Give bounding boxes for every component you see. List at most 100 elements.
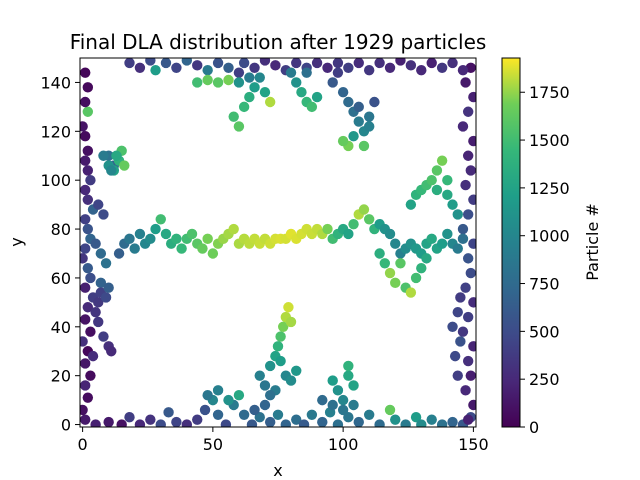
particle-point: [348, 380, 359, 391]
particle-point: [306, 101, 318, 113]
particle-point: [353, 116, 364, 127]
particle-point: [254, 72, 265, 83]
particle-point: [82, 302, 94, 313]
particle-point: [80, 155, 91, 166]
particle-point: [233, 390, 245, 401]
x-tick-label: 0: [78, 435, 88, 454]
particle-point: [291, 414, 302, 425]
particle-point: [343, 412, 354, 423]
particle-point: [421, 253, 432, 264]
x-axis: 0 50 100 150: [78, 427, 489, 454]
particle-point: [93, 199, 104, 210]
particle-point: [457, 65, 469, 76]
particle-point: [468, 297, 476, 308]
particle-point: [410, 412, 422, 423]
particle-point: [442, 174, 453, 186]
particle-point: [233, 77, 245, 88]
cluster-bottom-edge: [90, 385, 476, 427]
particle-point: [462, 150, 474, 161]
particle-point: [95, 277, 107, 289]
particle-point: [452, 370, 463, 381]
particle-point: [306, 409, 318, 420]
particle-point: [327, 399, 338, 411]
particle-point: [468, 135, 476, 147]
particle-point: [280, 419, 292, 427]
particle-point: [449, 350, 461, 362]
particle-point: [327, 77, 338, 88]
particle-point: [145, 233, 156, 245]
y-tick-label: 140: [40, 73, 71, 92]
particle-point: [322, 223, 333, 235]
particle-point: [358, 140, 370, 152]
particle-point: [85, 272, 96, 284]
particle-point: [468, 91, 476, 103]
particle-point: [452, 209, 463, 220]
particle-point: [353, 58, 364, 69]
particle-point: [337, 87, 349, 98]
particle-point: [343, 370, 354, 381]
particle-point: [384, 267, 396, 279]
colorbar-label: Particle #: [583, 203, 602, 281]
particle-point: [348, 399, 359, 411]
particle-point: [395, 58, 406, 66]
particle-point: [436, 155, 448, 166]
particle-point: [223, 74, 234, 86]
particle-point: [85, 326, 96, 337]
y-axis-label: y: [7, 237, 26, 246]
particle-point: [212, 58, 224, 69]
particle-point: [259, 87, 271, 98]
particle-point: [98, 150, 109, 161]
particle-point: [298, 419, 310, 427]
particle-point: [134, 419, 146, 427]
particle-point: [181, 419, 193, 427]
particle-point: [202, 74, 213, 86]
particle-point: [460, 282, 471, 293]
particle-point: [244, 72, 255, 83]
particle-point: [254, 370, 265, 381]
particle-point: [405, 287, 417, 298]
cluster-top-branch-center: [285, 67, 323, 113]
particle-point: [468, 399, 476, 411]
particle-point: [436, 419, 448, 427]
particle-point: [291, 365, 302, 376]
particle-point: [163, 407, 174, 418]
particle-point: [390, 277, 401, 289]
particle-point: [98, 209, 109, 220]
particle-point: [447, 199, 458, 210]
particle-point: [176, 243, 187, 254]
particle-point: [343, 62, 354, 73]
particle-point: [285, 375, 297, 386]
y-axis: 0 20 40 60 80 100 120 140: [40, 73, 80, 435]
particle-point: [264, 96, 276, 108]
particle-point: [82, 82, 94, 93]
particle-point: [332, 58, 344, 69]
particle-point: [160, 58, 172, 69]
particle-point: [95, 248, 107, 259]
particle-point: [160, 228, 172, 240]
particle-point: [82, 145, 94, 157]
particle-point: [384, 228, 396, 240]
particle-point: [447, 416, 458, 427]
particle-point: [348, 218, 359, 230]
particle-point: [311, 91, 323, 103]
particle-point: [436, 238, 448, 249]
particle-point: [202, 233, 213, 245]
particle-point: [465, 370, 476, 381]
cluster-left-branch-upper: [98, 145, 130, 176]
particle-point: [301, 67, 312, 78]
particle-point: [462, 106, 474, 117]
particle-point: [80, 314, 91, 325]
particle-point: [186, 228, 198, 240]
particle-point: [259, 58, 271, 66]
particle-point: [455, 336, 466, 347]
particle-point: [249, 404, 260, 416]
particle-point: [353, 101, 364, 113]
particle-point: [369, 96, 380, 108]
colorbar-tick-label: 1250: [529, 179, 570, 198]
particle-point: [249, 82, 260, 93]
particle-point: [343, 228, 354, 240]
particle-point: [259, 399, 271, 411]
particle-point: [155, 214, 166, 225]
particle-point: [82, 165, 94, 176]
particle-point: [106, 346, 117, 357]
